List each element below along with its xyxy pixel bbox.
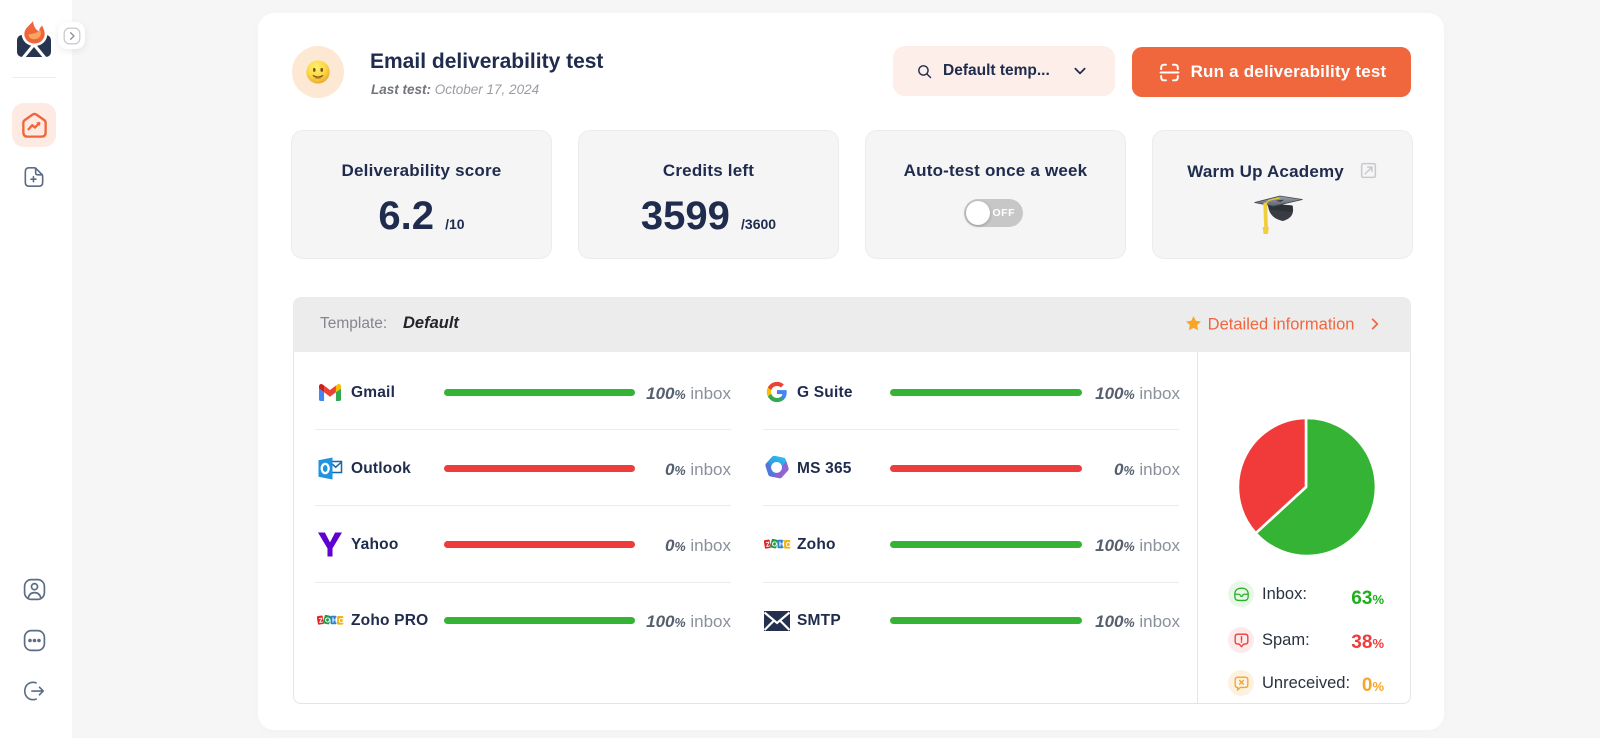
- svg-text:O: O: [786, 542, 791, 549]
- svg-text:O: O: [771, 541, 778, 549]
- svg-text:O: O: [324, 617, 331, 625]
- svg-text:O: O: [339, 618, 344, 625]
- svg-text:H: H: [779, 542, 784, 549]
- svg-text:Z: Z: [318, 617, 324, 625]
- svg-text:Z: Z: [765, 541, 771, 549]
- svg-text:H: H: [332, 618, 337, 625]
